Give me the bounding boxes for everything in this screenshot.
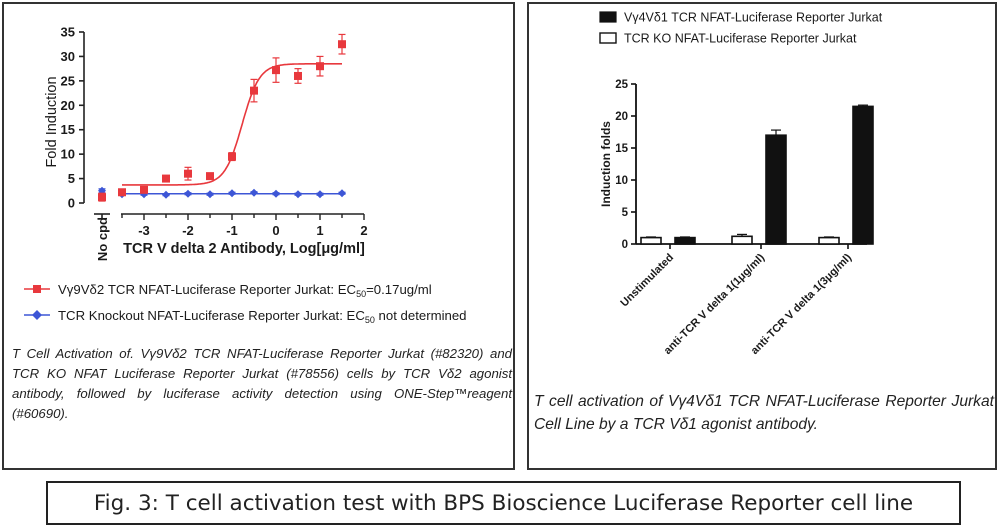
legend-item-tcr-ko: TCR KO NFAT-Luciferase Reporter Jurkat (599, 32, 857, 46)
left-y-tick-label: 25 (61, 73, 75, 88)
point-vg9vd2 (206, 172, 214, 181)
point-vg9vd2 (184, 169, 192, 178)
left-x-axis-label: TCR V delta 2 Antibody, Log[μg/ml] (123, 241, 365, 257)
right-y-axis-label: Induction folds (599, 121, 613, 207)
legend-diamond-marker (32, 310, 42, 320)
legend-square-marker (33, 285, 41, 293)
legend-swatch-black (599, 11, 617, 23)
legend-label-tcr-knockout: TCR Knockout NFAT-Luciferase Reporter Ju… (58, 308, 467, 325)
left-y-tick-label: 0 (68, 196, 75, 211)
point-tcr-knockout (250, 188, 258, 197)
figure-caption-box: Fig. 3: T cell activation test with BPS … (46, 481, 961, 525)
right-y-tick-label: 10 (615, 175, 628, 187)
right-y-tick-label: 25 (615, 79, 628, 91)
point-tcr-knockout (206, 190, 214, 199)
right-x-tick-label: anti-TCR V delta 1(1μg/ml) (662, 251, 768, 357)
right-y-tick-label: 20 (615, 111, 628, 123)
right-caption: T cell activation of Vγ4Vδ1 TCR NFAT-Luc… (534, 393, 994, 433)
point-vg9vd2 (250, 86, 258, 95)
point-vg9vd2 (162, 174, 170, 183)
legend-label-vg9vd2: Vγ9Vδ2 TCR NFAT-Luciferase Reporter Jurk… (58, 282, 432, 299)
bar-tcr-ko (731, 235, 753, 245)
left-caption: T Cell Activation of. Vγ9Vδ2 TCR NFAT-Lu… (12, 346, 512, 421)
point-tcr-knockout (184, 189, 192, 198)
legend-label-vg4vd1: Vγ4Vδ1 TCR NFAT-Luciferase Reporter Jurk… (624, 11, 883, 25)
right-y-tick-label: 0 (622, 239, 628, 251)
left-x-tick-label: -1 (226, 223, 238, 238)
left-panel: 0 5 10 15 20 25 30 35 -3 -2 -1 0 1 2 Fold Induction T… (2, 2, 515, 470)
point-vg9vd2 (272, 66, 280, 75)
left-y-tick-label: 35 (61, 25, 75, 40)
point-vg9vd2 (228, 152, 236, 161)
left-x-tick-label: -3 (138, 223, 150, 238)
left-y-tick-label: 10 (61, 147, 75, 162)
bar-tcr-ko (640, 236, 662, 245)
point-tcr-knockout (338, 189, 346, 198)
bar-vg4vd1 (852, 105, 874, 245)
point-tcr-knockout (272, 189, 280, 198)
legend-item-vg4vd1: Vγ4Vδ1 TCR NFAT-Luciferase Reporter Jurk… (599, 11, 883, 25)
right-x-tick-label: Unstimulated (618, 252, 676, 310)
point-tcr-knockout (228, 189, 236, 198)
left-legend: Vγ9Vδ2 TCR NFAT-Luciferase Reporter Jurk… (24, 282, 467, 325)
left-x-tick-label: 1 (316, 223, 323, 238)
left-x-tick-label: 2 (360, 223, 367, 238)
right-panel: Vγ4Vδ1 TCR NFAT-Luciferase Reporter Jurk… (527, 2, 997, 470)
bar-tcr-ko (818, 236, 840, 245)
fit-curve-vg9vd2 (122, 63, 342, 186)
bar-chart: Vγ4Vδ1 TCR NFAT-Luciferase Reporter Jurk… (599, 11, 883, 357)
left-x-tick-label: 0 (272, 223, 279, 238)
point-vg9vd2 (316, 62, 324, 71)
point-tcr-knockout (294, 190, 302, 199)
point-vg9vd2 (338, 40, 346, 49)
left-plot-area: 0 5 10 15 20 25 30 35 -3 -2 -1 0 1 2 (61, 25, 368, 239)
bar-vg4vd1 (765, 134, 787, 245)
bar-vg4vd1 (674, 236, 696, 245)
left-y-tick-label: 15 (61, 122, 75, 137)
legend-swatch-white (599, 32, 617, 44)
left-x-tick-label: -2 (182, 223, 194, 238)
right-legend: Vγ4Vδ1 TCR NFAT-Luciferase Reporter Jurk… (599, 11, 883, 46)
right-y-tick-label: 15 (615, 143, 628, 155)
point-vg9vd2 (294, 71, 302, 80)
right-x-tick-label: anti-TCR V delta 1(3μg/ml) (749, 251, 855, 357)
right-y-tick-label: 5 (622, 207, 629, 219)
left-y-axis-label: Fold Induction (44, 76, 60, 167)
left-y-tick-label: 30 (61, 49, 75, 64)
point-tcr-knockout (316, 190, 324, 199)
figure-caption: Fig. 3: T cell activation test with BPS … (93, 490, 914, 516)
dose-response-chart: 0 5 10 15 20 25 30 35 -3 -2 -1 0 1 2 Fold Induction T… (24, 25, 467, 325)
point-vg9vd2-nocpd (98, 193, 106, 202)
point-vg9vd2 (118, 188, 126, 197)
point-tcr-knockout (162, 190, 170, 199)
legend-item-vg9vd2: Vγ9Vδ2 TCR NFAT-Luciferase Reporter Jurk… (24, 282, 432, 299)
left-y-tick-label: 20 (61, 98, 75, 113)
point-vg9vd2 (140, 185, 148, 194)
left-y-tick-label: 5 (68, 171, 75, 186)
no-cpd-label: No cpd (95, 217, 110, 261)
legend-item-tcr-knockout: TCR Knockout NFAT-Luciferase Reporter Ju… (24, 308, 467, 325)
legend-label-tcr-ko: TCR KO NFAT-Luciferase Reporter Jurkat (624, 32, 857, 46)
